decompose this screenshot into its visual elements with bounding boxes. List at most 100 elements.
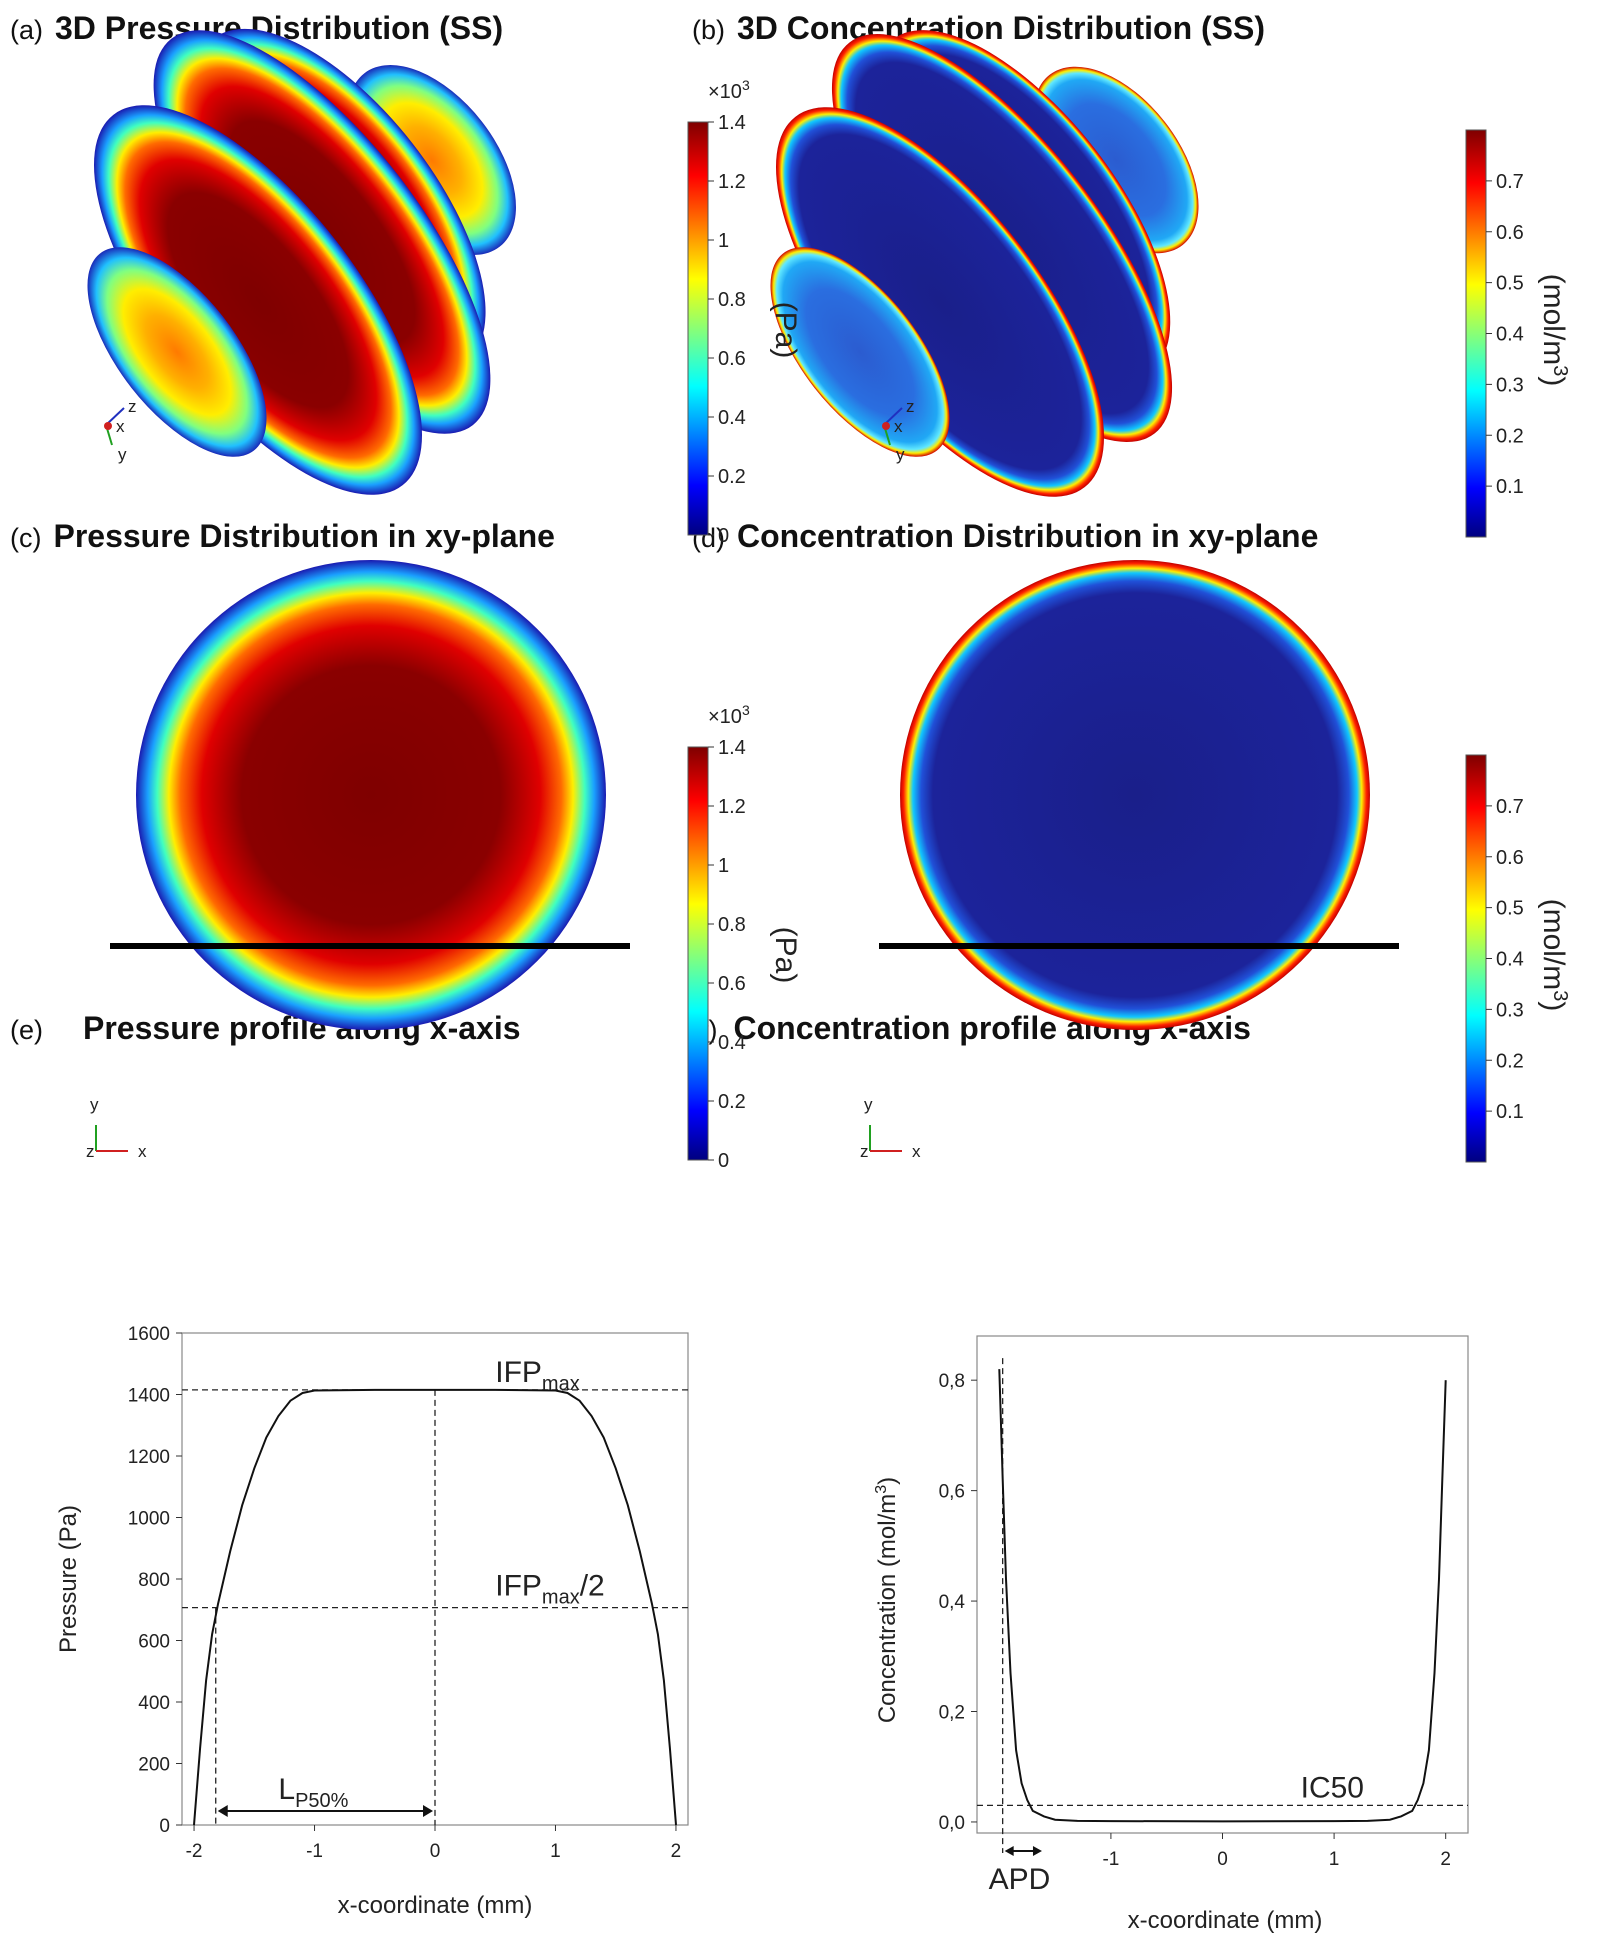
concentration-colorbar-d <box>1465 754 1487 1163</box>
concentration-colorbar-b-ticks: 0.7 0.6 0.5 0.4 0.3 0.2 0.1 <box>1486 171 1524 498</box>
pressure-y-tick-label: 1400 <box>128 1386 170 1407</box>
concentration-slice-2 <box>775 107 1105 497</box>
pressure-colorbar-tick-label: 0.4 <box>718 1032 746 1054</box>
panel-b-heading: (b) 3D Concentration Distribution (SS) <box>692 10 1265 47</box>
axes-triad-a: z x y <box>104 397 137 464</box>
concentration-y-tick-label: 0,6 <box>939 1482 965 1503</box>
concentration-y-tick-label: 0,2 <box>939 1703 965 1724</box>
panel-b-label: (b) <box>692 15 725 45</box>
panel-c-title: Pressure Distribution in xy-plane <box>53 518 555 554</box>
pressure-colorbar-tick-label: 0.6 <box>718 348 746 370</box>
pressure-y-tick-label: 800 <box>138 1570 170 1591</box>
triad-y-label: y <box>118 445 127 464</box>
concentration-colorbar-tick-label: 0.4 <box>1496 324 1524 346</box>
triad-x-axis <box>882 422 890 430</box>
pressure-y-tick-label: 1600 <box>128 1324 170 1345</box>
apd-arrow <box>1004 1846 1042 1856</box>
concentration-colorbar-tick-label: 0.1 <box>1496 1101 1524 1123</box>
axes-triad-b: z x y <box>882 397 915 464</box>
triad-y-label: y <box>864 1095 873 1114</box>
pressure-colorbar-tick-label: 0.8 <box>718 914 746 936</box>
pressure-profile-line <box>193 1388 677 1826</box>
concentration-reference-lines <box>977 1358 1468 1853</box>
pressure-x-tick-label: 0 <box>430 1841 441 1862</box>
pressure-y-tick-label: 0 <box>159 1816 170 1837</box>
lp50-arrow <box>217 1805 433 1817</box>
pressure-x-axis-label: x-coordinate (mm) <box>338 1892 533 1919</box>
concentration-y-tick-label: 0,4 <box>939 1592 966 1613</box>
concentration-colorbar-tick-label: 0.2 <box>1496 425 1524 447</box>
concentration-colorbar-tick-label: 0.3 <box>1496 374 1524 396</box>
triad-x-label: x <box>116 417 125 436</box>
pressure-colorbar-tick-label: 1.4 <box>718 737 746 759</box>
pressure-colorbar-tick-label: 0.2 <box>718 1091 746 1113</box>
concentration-x-tick-label: -1 <box>1102 1849 1119 1870</box>
ifp-half-annotation: IFPmax/2 <box>495 1570 605 1609</box>
concentration-colorbar-tick-label: 0.4 <box>1496 949 1524 971</box>
pressure-x-tick-label: -1 <box>306 1841 323 1862</box>
concentration-x-tick-label: 0 <box>1217 1849 1228 1870</box>
pressure-colorbar-tick-label: 1 <box>718 855 729 877</box>
panel-b-title: 3D Concentration Distribution (SS) <box>737 10 1265 46</box>
pressure-colorbar-tick-label: 0.6 <box>718 973 746 995</box>
pressure-y-axis-label: Pressure (Pa) <box>55 1505 82 1653</box>
lp50-arrow-head-right <box>423 1805 433 1817</box>
panel-e-label: (e) <box>10 1015 43 1045</box>
pressure-y-tick-label: 600 <box>138 1632 170 1653</box>
axes-triad-d: y z x <box>860 1095 921 1161</box>
concentration-unit-b: (mol/m3) <box>1537 274 1571 387</box>
concentration-colorbar-tick-label: 0.6 <box>1496 222 1524 244</box>
pressure-colorbar-tick-label: 1.2 <box>718 796 746 818</box>
pressure-reference-lines <box>182 1389 688 1825</box>
ifp-max-annotation: IFPmax <box>495 1356 579 1395</box>
concentration-x-tick-label: 2 <box>1440 1849 1451 1870</box>
panel-c-heading: (c) Pressure Distribution in xy-plane <box>10 518 555 555</box>
triad-x-label: x <box>912 1142 921 1161</box>
lp50-arrow-head-left <box>217 1805 228 1817</box>
panel-a-label: (a) <box>10 15 43 45</box>
triad-x-label: x <box>894 417 903 436</box>
pressure-profile-chart: -2 -1 0 1 2 0 200 400 600 800 1000 1200 1400 1600 x-c… <box>55 1324 689 1919</box>
pressure-slice-2 <box>93 105 423 495</box>
concentration-colorbar-d-ticks: 0.7 0.6 0.5 0.4 0.3 0.2 0.1 <box>1486 796 1524 1123</box>
pressure-colorbar-a-ticks: 1.4 1.2 1 0.8 0.6 0.4 0.2 0 <box>708 112 746 547</box>
panel-c-label: (c) <box>10 523 42 553</box>
concentration-axis-ticks: -1 0 1 2 0,0 0,2 0,4 0,6 0,8 <box>939 1371 1451 1870</box>
apd-annotation: APD <box>989 1863 1051 1896</box>
triad-z-label: z <box>128 397 137 416</box>
pressure-y-tick-label: 400 <box>138 1693 170 1714</box>
pressure-colorbar-a <box>687 121 709 536</box>
concentration-y-tick-label: 0,0 <box>939 1813 965 1834</box>
apd-arrow-head-left <box>1004 1846 1014 1856</box>
pressure-colorbar-tick-label: 1.4 <box>718 112 746 134</box>
pressure-colorbar-tick-label: 1.2 <box>718 171 746 193</box>
pressure-colorbar-tick-label: 0.4 <box>718 407 746 429</box>
triad-y-label: y <box>90 1095 99 1114</box>
pressure-3d-slices <box>87 28 516 495</box>
pressure-disc <box>136 560 606 1030</box>
triad-y-label: y <box>896 445 905 464</box>
triad-x-label: x <box>138 1142 147 1161</box>
concentration-colorbar-tick-label: 0.5 <box>1496 898 1524 920</box>
concentration-y-axis-label: Concentration (mol/m3) <box>873 1477 901 1723</box>
concentration-x-axis-label: x-coordinate (mm) <box>1128 1907 1323 1934</box>
concentration-colorbar-tick-label: 0.2 <box>1496 1050 1524 1072</box>
pressure-colorbar-a-multiplier: ×103 <box>708 77 750 103</box>
concentration-colorbar-b <box>1465 129 1487 538</box>
pressure-y-tick-label: 1000 <box>128 1509 170 1530</box>
concentration-slice-1 <box>770 247 950 457</box>
pressure-unit-a: (Pa) <box>769 302 802 359</box>
pressure-x-tick-label: -2 <box>186 1841 203 1862</box>
concentration-profile-chart: -1 0 1 2 0,0 0,2 0,4 0,6 0,8 x-coordinate (mm) C… <box>873 1335 1469 1934</box>
axes-triad-c: y z x <box>86 1095 147 1161</box>
pressure-colorbar-tick-label: 1 <box>718 230 729 252</box>
concentration-unit-d: (mol/m3) <box>1537 899 1571 1012</box>
concentration-colorbar-tick-label: 0.3 <box>1496 999 1524 1021</box>
triad-z-label: z <box>86 1142 95 1161</box>
pressure-colorbar-tick-label: 0.2 <box>718 466 746 488</box>
panel-d-title: Concentration Distribution in xy-plane <box>737 518 1319 554</box>
concentration-y-tick-label: 0,8 <box>939 1371 965 1392</box>
concentration-colorbar-tick-label: 0.1 <box>1496 476 1524 498</box>
concentration-disc <box>900 560 1370 1030</box>
